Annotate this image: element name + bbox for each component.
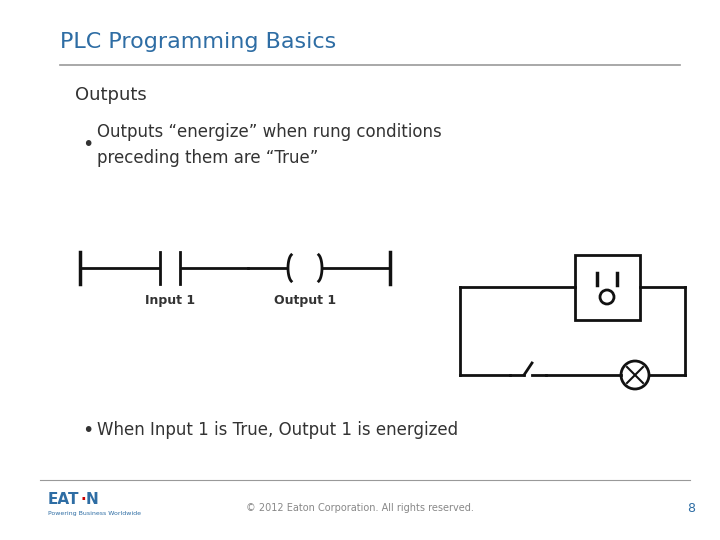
Text: PLC Programming Basics: PLC Programming Basics xyxy=(60,32,336,52)
Text: Input 1: Input 1 xyxy=(145,294,195,307)
Text: Outputs “energize” when rung conditions
preceding them are “True”: Outputs “energize” when rung conditions … xyxy=(97,123,442,167)
Text: 8: 8 xyxy=(687,502,695,515)
Text: •: • xyxy=(82,421,94,440)
Text: Output 1: Output 1 xyxy=(274,294,336,307)
Text: When Input 1 is True, Output 1 is energized: When Input 1 is True, Output 1 is energi… xyxy=(97,421,458,439)
Text: •: • xyxy=(82,136,94,154)
Text: Outputs: Outputs xyxy=(75,86,147,104)
Text: EAT: EAT xyxy=(48,492,79,508)
Text: © 2012 Eaton Corporation. All rights reserved.: © 2012 Eaton Corporation. All rights res… xyxy=(246,503,474,513)
Bar xyxy=(575,255,640,320)
Text: N: N xyxy=(86,492,99,508)
Text: Powering Business Worldwide: Powering Business Worldwide xyxy=(48,511,141,516)
Text: ·: · xyxy=(80,492,86,508)
